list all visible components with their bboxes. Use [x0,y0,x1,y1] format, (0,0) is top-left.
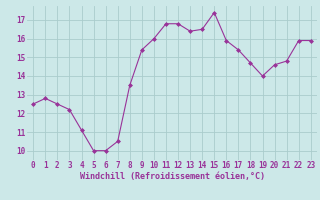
X-axis label: Windchill (Refroidissement éolien,°C): Windchill (Refroidissement éolien,°C) [79,172,265,181]
